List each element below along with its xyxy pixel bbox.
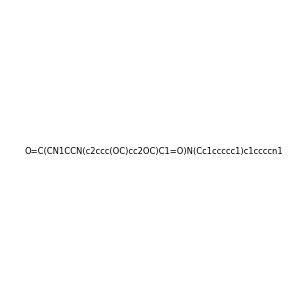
Text: O=C(CN1CCN(c2ccc(OC)cc2OC)C1=O)N(Cc1ccccc1)c1ccccn1: O=C(CN1CCN(c2ccc(OC)cc2OC)C1=O)N(Cc1cccc… (24, 147, 283, 156)
